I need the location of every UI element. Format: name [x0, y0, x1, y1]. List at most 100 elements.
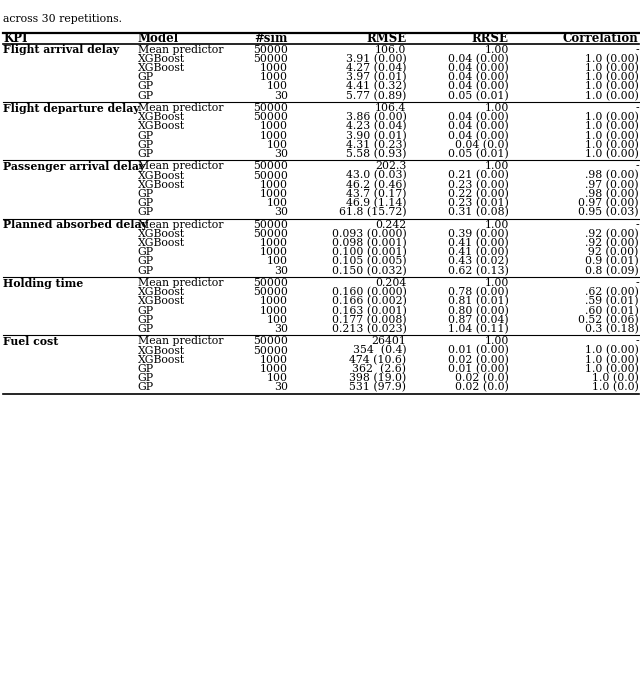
Text: 30: 30	[274, 266, 288, 275]
Text: .59 (0.01): .59 (0.01)	[585, 296, 639, 306]
Text: 92 (0.00): 92 (0.00)	[588, 247, 639, 258]
Text: 0.093 (0.000): 0.093 (0.000)	[332, 229, 406, 239]
Text: 0.23 (0.00): 0.23 (0.00)	[448, 179, 509, 190]
Text: 1.04 (0.11): 1.04 (0.11)	[448, 324, 509, 334]
Text: -: -	[635, 220, 639, 229]
Text: 26401: 26401	[372, 337, 406, 346]
Text: 1000: 1000	[260, 63, 288, 73]
Text: Mean predictor: Mean predictor	[138, 337, 223, 346]
Text: 202.3: 202.3	[375, 161, 406, 172]
Text: 0.97 (0.00): 0.97 (0.00)	[578, 198, 639, 208]
Text: 0.8 (0.09): 0.8 (0.09)	[585, 265, 639, 275]
Text: XGBoost: XGBoost	[138, 346, 185, 356]
Text: across 30 repetitions.: across 30 repetitions.	[3, 14, 122, 24]
Text: 30: 30	[274, 382, 288, 392]
Text: 1000: 1000	[260, 354, 288, 365]
Text: .98 (0.00): .98 (0.00)	[585, 189, 639, 199]
Text: GP: GP	[138, 131, 154, 141]
Text: GP: GP	[138, 247, 154, 257]
Text: 0.9 (0.01): 0.9 (0.01)	[585, 256, 639, 267]
Text: XGBoost: XGBoost	[138, 54, 185, 64]
Text: 1.0 (0.00): 1.0 (0.00)	[585, 139, 639, 150]
Text: 50000: 50000	[253, 45, 288, 55]
Text: 50000: 50000	[253, 170, 288, 181]
Text: 0.80 (0.00): 0.80 (0.00)	[448, 306, 509, 316]
Text: XGBoost: XGBoost	[138, 180, 185, 190]
Text: 3.86 (0.00): 3.86 (0.00)	[346, 112, 406, 122]
Text: 50000: 50000	[253, 112, 288, 122]
Text: 0.39 (0.00): 0.39 (0.00)	[448, 229, 509, 239]
Text: 0.04 (0.0): 0.04 (0.0)	[455, 139, 509, 150]
Text: 30: 30	[274, 324, 288, 334]
Text: 1000: 1000	[260, 122, 288, 131]
Text: 0.04 (0.00): 0.04 (0.00)	[448, 122, 509, 132]
Text: 531 (97.9): 531 (97.9)	[349, 382, 406, 392]
Text: 3.97 (0.01): 3.97 (0.01)	[346, 72, 406, 82]
Text: GP: GP	[138, 315, 154, 325]
Text: 1.0 (0.00): 1.0 (0.00)	[585, 149, 639, 159]
Text: 0.62 (0.13): 0.62 (0.13)	[448, 265, 509, 275]
Text: -: -	[635, 103, 639, 113]
Text: .98 (0.00): .98 (0.00)	[585, 170, 639, 181]
Text: GP: GP	[138, 306, 154, 315]
Text: 106.0: 106.0	[375, 45, 406, 55]
Text: 0.160 (0.000): 0.160 (0.000)	[332, 287, 406, 297]
Text: .60 (0.01): .60 (0.01)	[585, 306, 639, 316]
Text: 4.27 (0.04): 4.27 (0.04)	[346, 63, 406, 74]
Text: 100: 100	[267, 315, 288, 325]
Text: 0.87 (0.04): 0.87 (0.04)	[448, 315, 509, 325]
Text: Mean predictor: Mean predictor	[138, 220, 223, 229]
Text: 1000: 1000	[260, 238, 288, 248]
Text: 1000: 1000	[260, 247, 288, 257]
Text: 0.31 (0.08): 0.31 (0.08)	[448, 207, 509, 217]
Text: 0.242: 0.242	[375, 220, 406, 229]
Text: 1000: 1000	[260, 364, 288, 374]
Text: 0.41 (0.00): 0.41 (0.00)	[448, 238, 509, 248]
Text: 30: 30	[274, 91, 288, 100]
Text: 0.78 (0.00): 0.78 (0.00)	[448, 287, 509, 297]
Text: -: -	[635, 337, 639, 346]
Text: 0.21 (0.00): 0.21 (0.00)	[448, 170, 509, 181]
Text: 0.04 (0.00): 0.04 (0.00)	[448, 63, 509, 74]
Text: 100: 100	[267, 139, 288, 150]
Text: 354  (0.4): 354 (0.4)	[353, 346, 406, 356]
Text: 0.04 (0.00): 0.04 (0.00)	[448, 72, 509, 82]
Text: XGBoost: XGBoost	[138, 63, 185, 73]
Text: Holding time: Holding time	[3, 278, 83, 289]
Text: 1.0 (0.0): 1.0 (0.0)	[592, 382, 639, 392]
Text: 0.204: 0.204	[375, 278, 406, 288]
Text: XGBoost: XGBoost	[138, 122, 185, 131]
Text: 46.9 (1.14): 46.9 (1.14)	[346, 198, 406, 208]
Text: 0.02 (0.00): 0.02 (0.00)	[448, 354, 509, 365]
Text: GP: GP	[138, 364, 154, 374]
Text: 0.150 (0.032): 0.150 (0.032)	[332, 265, 406, 275]
Text: 3.90 (0.01): 3.90 (0.01)	[346, 131, 406, 141]
Text: .62 (0.00): .62 (0.00)	[585, 287, 639, 297]
Text: 1.00: 1.00	[484, 161, 509, 172]
Text: 1.0 (0.00): 1.0 (0.00)	[585, 112, 639, 122]
Text: 46.2 (0.46): 46.2 (0.46)	[346, 179, 406, 190]
Text: 1000: 1000	[260, 189, 288, 199]
Text: 1.0 (0.00): 1.0 (0.00)	[585, 346, 639, 356]
Text: GP: GP	[138, 72, 154, 82]
Text: 100: 100	[267, 256, 288, 267]
Text: 0.22 (0.00): 0.22 (0.00)	[448, 189, 509, 199]
Text: 0.213 (0.023): 0.213 (0.023)	[332, 324, 406, 334]
Text: Passenger arrival delay: Passenger arrival delay	[3, 161, 145, 172]
Text: Flight departure delay: Flight departure delay	[3, 102, 140, 113]
Text: GP: GP	[138, 139, 154, 150]
Text: 30: 30	[274, 149, 288, 159]
Text: .92 (0.00): .92 (0.00)	[585, 229, 639, 239]
Text: XGBoost: XGBoost	[138, 112, 185, 122]
Text: GP: GP	[138, 82, 154, 91]
Text: 398 (19.0): 398 (19.0)	[349, 373, 406, 383]
Text: XGBoost: XGBoost	[138, 287, 185, 297]
Text: 50000: 50000	[253, 229, 288, 239]
Text: 100: 100	[267, 82, 288, 91]
Text: 0.05 (0.01): 0.05 (0.01)	[448, 91, 509, 101]
Text: 50000: 50000	[253, 161, 288, 172]
Text: 4.41 (0.32): 4.41 (0.32)	[346, 81, 406, 91]
Text: 0.02 (0.0): 0.02 (0.0)	[455, 373, 509, 383]
Text: -: -	[635, 278, 639, 288]
Text: 0.23 (0.01): 0.23 (0.01)	[448, 198, 509, 208]
